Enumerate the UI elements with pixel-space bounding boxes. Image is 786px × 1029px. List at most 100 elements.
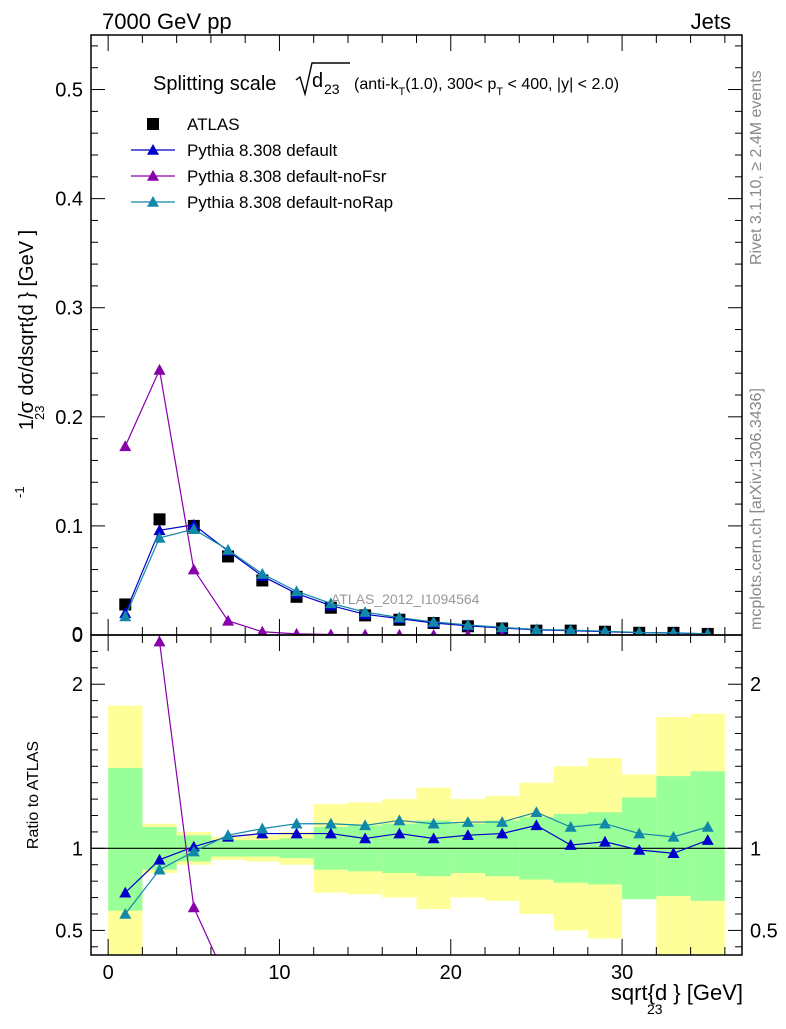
- title-text-b: (1.0), 300< p: [405, 76, 496, 93]
- sqrt-symbol: [295, 62, 350, 97]
- ratio-mc-point: [598, 835, 611, 847]
- ratio-mc-point: [667, 830, 680, 842]
- ratio-mc-point: [187, 845, 200, 857]
- ratio-mc-point: [667, 847, 680, 859]
- main-mc-point: [430, 629, 437, 635]
- ratio-frame: [90, 634, 743, 956]
- legend-marker-mc: [147, 170, 159, 181]
- ratio-ylabel: Ratio to ATLAS: [25, 741, 42, 849]
- ratio-mc-point: [633, 827, 646, 839]
- legend: ATLAS Pythia 8.308 default Pythia 8.308 de…: [131, 115, 393, 212]
- title-sub-t1: T: [398, 86, 405, 98]
- main-data-point: [119, 598, 132, 611]
- main-mc-point: [290, 585, 303, 597]
- ratio-xlabel: sqrt{d } [GeV]: [611, 980, 743, 1005]
- rivet-label: Rivet 3.1.10, ≥ 2.4M events: [748, 70, 765, 265]
- ratio-ytick-label-right: 1: [750, 838, 761, 860]
- main-mc-point: [395, 628, 403, 635]
- ratio-mc-point: [153, 863, 166, 875]
- main-mc-point: [599, 625, 611, 635]
- ratio-mc-point: [564, 839, 577, 850]
- main-ytick-label: 0.2: [55, 407, 83, 429]
- main-ylabel-sub: 23: [32, 406, 47, 420]
- ratio-xtick-label: 20: [440, 962, 462, 984]
- chart-title: Splitting scale d 23 (anti-kT(1.0), 300<…: [153, 62, 619, 98]
- ratio-series-group: [119, 635, 714, 955]
- main-mc-point: [222, 614, 235, 626]
- ratio-mc-point: [701, 834, 714, 845]
- ratio-mc-point: [427, 817, 440, 829]
- ratio-ytick-label: 1: [72, 838, 83, 860]
- legend-marker-mc: [147, 196, 159, 207]
- main-mc-point: [703, 627, 712, 635]
- ratio-mc-point: [153, 853, 166, 865]
- ratio-mc-point: [461, 829, 474, 841]
- main-mc-point: [461, 618, 474, 630]
- main-series-line: [124, 528, 708, 635]
- legend-label: Pythia 8.308 default: [187, 141, 338, 160]
- ratio-series-line: [124, 811, 708, 915]
- legend-label: Pythia 8.308 default-noFsr: [187, 167, 387, 186]
- mcplots-label: mcplots.cern.ch [arXiv:1306.3436]: [748, 388, 765, 630]
- title-var-sub: 23: [324, 81, 340, 97]
- ratio-xtick-label: 0: [103, 962, 114, 984]
- ratio-mc-point: [530, 819, 543, 831]
- ratio-mc-point: [119, 907, 132, 919]
- ratio-mc-point: [461, 816, 474, 827]
- ratio-bands-group: [91, 705, 742, 955]
- main-ytick-label-zero: 0: [72, 624, 83, 646]
- main-mc-point: [324, 597, 337, 609]
- ratio-mc-point: [496, 816, 509, 827]
- main-data-point: [153, 513, 166, 526]
- ratio-mc-point: [530, 806, 543, 818]
- ratio-mc-point: [564, 821, 577, 832]
- main-ytick-label: 0: [72, 625, 83, 647]
- title-text-c: < 400, |y| < 2.0): [503, 76, 619, 93]
- main-mc-point: [327, 628, 335, 635]
- main-mc-point: [187, 523, 200, 534]
- title-text-a: (anti-k: [354, 76, 399, 93]
- main-mc-point: [119, 610, 132, 622]
- main-mc-point: [427, 615, 440, 627]
- ratio-mc-point: [496, 827, 509, 839]
- main-ytick-label: 0.5: [55, 80, 83, 102]
- main-axis-ticks: 00.10.20.30.40.50: [55, 35, 742, 647]
- ratio-ytick-label-right: 2: [750, 674, 761, 696]
- legend-label: ATLAS: [187, 115, 240, 134]
- main-mc-point: [359, 606, 372, 617]
- ratio-ytick-label: 0.5: [55, 920, 83, 942]
- legend-marker-atlas: [147, 118, 159, 130]
- main-mc-point: [153, 524, 166, 536]
- main-mc-point: [668, 626, 679, 635]
- ratio-mc-point: [119, 886, 132, 898]
- main-mc-point: [153, 363, 166, 375]
- main-mc-point: [257, 625, 268, 635]
- svg-text:Splitting scale: Splitting scale: [153, 73, 276, 95]
- ratio-mc-point: [359, 819, 372, 831]
- ratio-xtick-label: 10: [268, 962, 290, 984]
- ratio-mc-point: [324, 827, 337, 839]
- legend-label: Pythia 8.308 default-noRap: [187, 193, 393, 212]
- main-mc-point: [464, 629, 472, 635]
- ratio-mc-point: [701, 821, 714, 832]
- main-mc-point: [153, 531, 166, 543]
- ratio-xtick-label: 30: [611, 962, 633, 984]
- main-ylabel: 1/σ dσ/dsqrt{d } [GeV ]: [16, 230, 38, 430]
- main-mc-point: [119, 440, 132, 452]
- main-mc-point: [393, 611, 406, 623]
- main-ytick-label: 0.1: [55, 516, 83, 538]
- legend-marker-mc: [147, 144, 159, 155]
- main-mc-point: [564, 624, 577, 635]
- main-mc-point: [292, 627, 301, 635]
- ratio-mc-point: [359, 832, 372, 844]
- main-mc-point: [634, 626, 644, 635]
- ratio-mc-point: [598, 817, 611, 829]
- ratio-xlabel-sub: 23: [647, 1001, 663, 1017]
- ratio-mc-point: [324, 817, 337, 829]
- main-ytick-label: 0.3: [55, 298, 83, 320]
- main-mc-point: [361, 628, 369, 635]
- main-mc-point: [256, 567, 269, 579]
- energy-label: 7000 GeV pp: [102, 9, 232, 34]
- main-ylabel-sup: -1: [12, 486, 27, 498]
